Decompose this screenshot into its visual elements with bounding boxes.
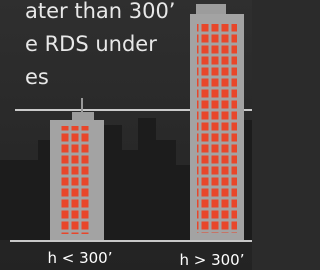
caption-line: e RDS under (25, 32, 157, 56)
infographic: ater than 300’ e RDS under es h < 300’ h… (0, 0, 252, 270)
tall-building (190, 4, 244, 240)
building-label: h > 300’ (179, 251, 244, 269)
caption-line: ater than 300’ (25, 0, 176, 23)
caption-line: es (25, 65, 49, 89)
building-label: h < 300’ (47, 249, 112, 267)
